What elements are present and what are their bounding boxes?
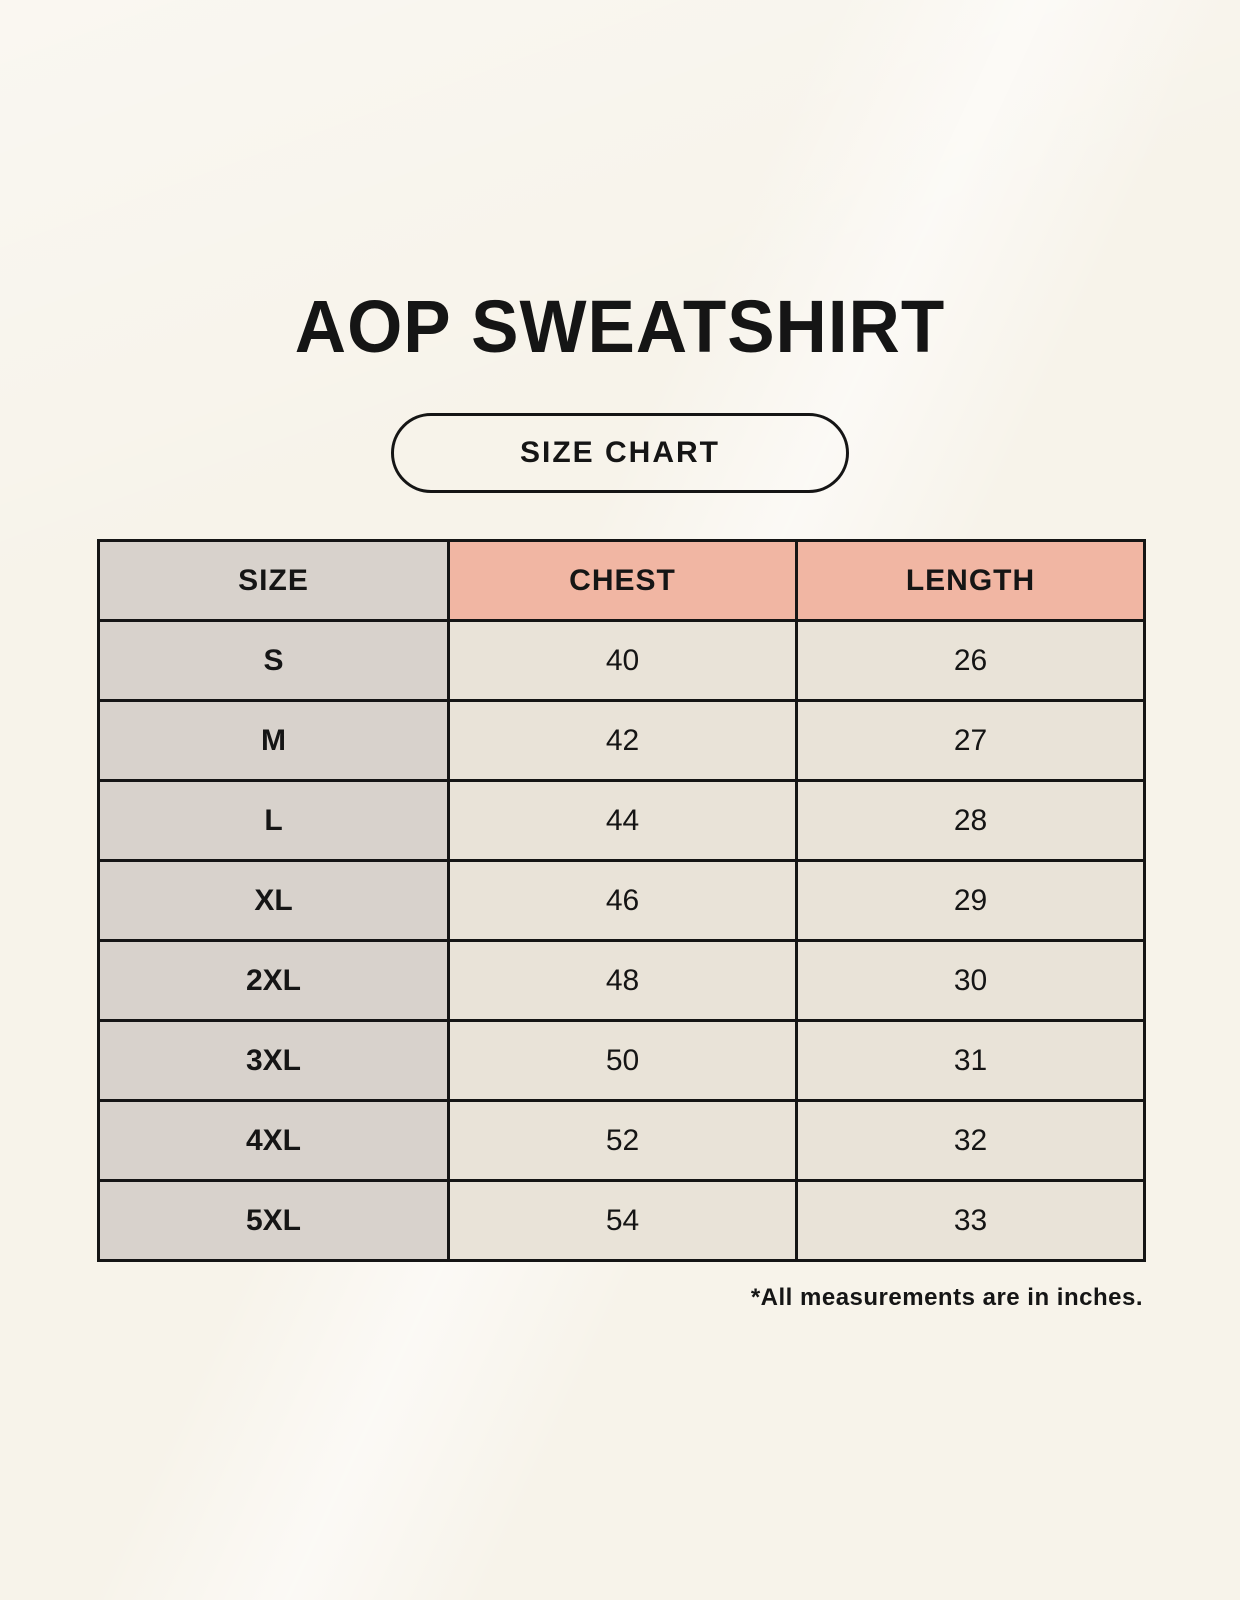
chest-value: 40 bbox=[447, 619, 798, 702]
table-row: 4XL 52 32 bbox=[97, 1099, 1146, 1182]
size-label: 3XL bbox=[97, 1019, 450, 1102]
size-label: XL bbox=[97, 859, 450, 942]
length-value: 26 bbox=[795, 619, 1146, 702]
table-row: 3XL 50 31 bbox=[97, 1019, 1146, 1102]
size-label: 5XL bbox=[97, 1179, 450, 1262]
size-chart-badge-label: SIZE CHART bbox=[520, 436, 720, 469]
table-header-row: SIZE CHEST LENGTH bbox=[97, 539, 1146, 622]
table-row: 5XL 54 33 bbox=[97, 1179, 1146, 1262]
length-value: 29 bbox=[795, 859, 1146, 942]
size-label: S bbox=[97, 619, 450, 702]
chest-value: 50 bbox=[447, 1019, 798, 1102]
length-value: 31 bbox=[795, 1019, 1146, 1102]
size-label: 4XL bbox=[97, 1099, 450, 1182]
table-row: XL 46 29 bbox=[97, 859, 1146, 942]
chest-value: 54 bbox=[447, 1179, 798, 1262]
size-table: SIZE CHEST LENGTH S 40 26 M 42 27 L 44 2… bbox=[97, 539, 1146, 1262]
size-label: M bbox=[97, 699, 450, 782]
length-value: 33 bbox=[795, 1179, 1146, 1262]
chest-value: 42 bbox=[447, 699, 798, 782]
table-row: M 42 27 bbox=[97, 699, 1146, 782]
column-header-length: LENGTH bbox=[795, 539, 1146, 622]
page-title: AOP SWEATSHIRT bbox=[294, 286, 946, 369]
table-row: S 40 26 bbox=[97, 619, 1146, 702]
size-label: L bbox=[97, 779, 450, 862]
chest-value: 52 bbox=[447, 1099, 798, 1182]
size-label: 2XL bbox=[97, 939, 450, 1022]
size-chart-badge: SIZE CHART bbox=[391, 413, 849, 493]
column-header-chest: CHEST bbox=[447, 539, 798, 622]
length-value: 28 bbox=[795, 779, 1146, 862]
table-row: L 44 28 bbox=[97, 779, 1146, 862]
column-header-size: SIZE bbox=[97, 539, 450, 622]
measurements-footnote: *All measurements are in inches. bbox=[750, 1284, 1143, 1311]
length-value: 32 bbox=[795, 1099, 1146, 1182]
length-value: 27 bbox=[795, 699, 1146, 782]
chest-value: 44 bbox=[447, 779, 798, 862]
length-value: 30 bbox=[795, 939, 1146, 1022]
chest-value: 46 bbox=[447, 859, 798, 942]
table-row: 2XL 48 30 bbox=[97, 939, 1146, 1022]
chest-value: 48 bbox=[447, 939, 798, 1022]
